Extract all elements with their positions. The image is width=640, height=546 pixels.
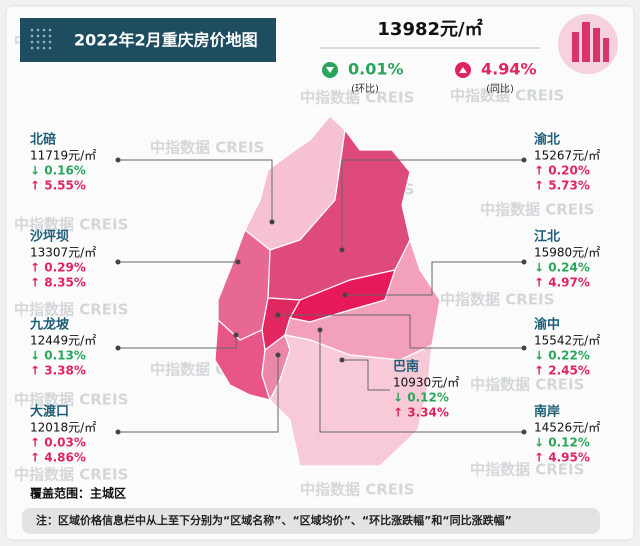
district-mom: ↑ 0.03%	[30, 436, 86, 450]
district-price: 15542元/㎡	[534, 334, 600, 348]
district-mom: ↓ 0.22%	[534, 349, 590, 363]
district-yoy: ↑ 3.38%	[30, 364, 86, 378]
district-mom: ↓ 0.13%	[30, 349, 86, 363]
watermark: 中指数据 CREIS	[300, 481, 414, 499]
district-price: 12018元/㎡	[30, 421, 96, 435]
district-mom: ↓ 0.12%	[393, 391, 449, 405]
watermark: 中指数据 CREIS	[300, 89, 414, 107]
district-yoy: ↑ 4.95%	[534, 451, 590, 465]
district-price: 15980元/㎡	[534, 246, 600, 260]
district-price: 11719元/㎡	[30, 149, 96, 163]
district-yoy: ↑ 2.45%	[534, 364, 590, 378]
mom-label: (环比)	[351, 83, 379, 95]
title-bar	[20, 18, 276, 62]
district-price: 12449元/㎡	[30, 334, 96, 348]
down-arrow	[326, 67, 334, 73]
note-box	[22, 508, 600, 534]
district-name: 北碚	[30, 132, 56, 148]
skyline	[572, 22, 609, 62]
district-name: 沙坪坝	[30, 230, 69, 245]
mom-value: 0.01%	[348, 60, 404, 79]
up-arrow	[459, 67, 467, 73]
district-mom: ↓ 0.24%	[534, 261, 590, 275]
district-mom: ↓ 0.12%	[534, 436, 590, 450]
district-price: 15267元/㎡	[534, 149, 600, 163]
district-name: 渝中	[534, 317, 560, 333]
watermark: 中指数据 CREIS	[14, 466, 128, 484]
leader-lines	[118, 159, 524, 433]
watermark: 中指数据 CREIS	[470, 461, 584, 479]
watermark: 中指数据 CREIS	[440, 291, 554, 309]
watermark: 中指数据 CREIS	[480, 201, 594, 219]
watermark: 中指数据 CREIS	[450, 87, 564, 105]
district-mom: ↓ 0.16%	[30, 164, 86, 178]
district-name: 南岸	[534, 404, 560, 420]
watermark: 中指数据 CREIS	[150, 139, 264, 157]
district-name: 渝北	[534, 132, 560, 148]
district-name: 九龙坡	[29, 317, 70, 333]
district-name: 大渡口	[30, 404, 69, 420]
title-dots	[30, 28, 52, 50]
average-price: 13982元/㎡	[377, 18, 482, 40]
yoy-label: (同比)	[486, 83, 514, 95]
district-yoy: ↑ 8.35%	[30, 276, 86, 290]
district-yoy: ↑ 4.97%	[534, 276, 590, 290]
district-price: 13307元/㎡	[30, 246, 96, 260]
district-yoy: ↑ 5.73%	[534, 179, 590, 193]
leader-dots	[115, 157, 527, 435]
district-price: 10930元/㎡	[393, 376, 459, 390]
district-yoy: ↑ 3.34%	[393, 406, 449, 420]
watermark: 中指数据 CREIS	[14, 391, 128, 409]
watermark: 中指数据 CREIS	[14, 301, 128, 319]
district-mom: ↑ 0.20%	[534, 164, 590, 178]
district-yoy: ↑ 5.55%	[30, 179, 86, 193]
note: 注：区域价格信息栏中从上至下分别为“区域名称”、“区域均价”、“环比涨跌幅”和“…	[36, 513, 512, 527]
map	[214, 115, 441, 467]
yoy-value: 4.94%	[481, 60, 537, 79]
title: 2022年2月重庆房价地图	[74, 31, 258, 50]
district-name: 江北	[534, 229, 560, 245]
district-mom: ↑ 0.29%	[30, 261, 86, 275]
watermark: 中指数据 CREIS	[470, 376, 584, 394]
coverage: 覆盖范围：主城区	[29, 486, 126, 501]
watermark: 中指数据 CREIS	[14, 216, 128, 234]
district-price: 14526元/㎡	[534, 421, 600, 435]
district-name: 巴南	[393, 359, 419, 375]
district-yoy: ↑ 4.86%	[30, 451, 86, 465]
